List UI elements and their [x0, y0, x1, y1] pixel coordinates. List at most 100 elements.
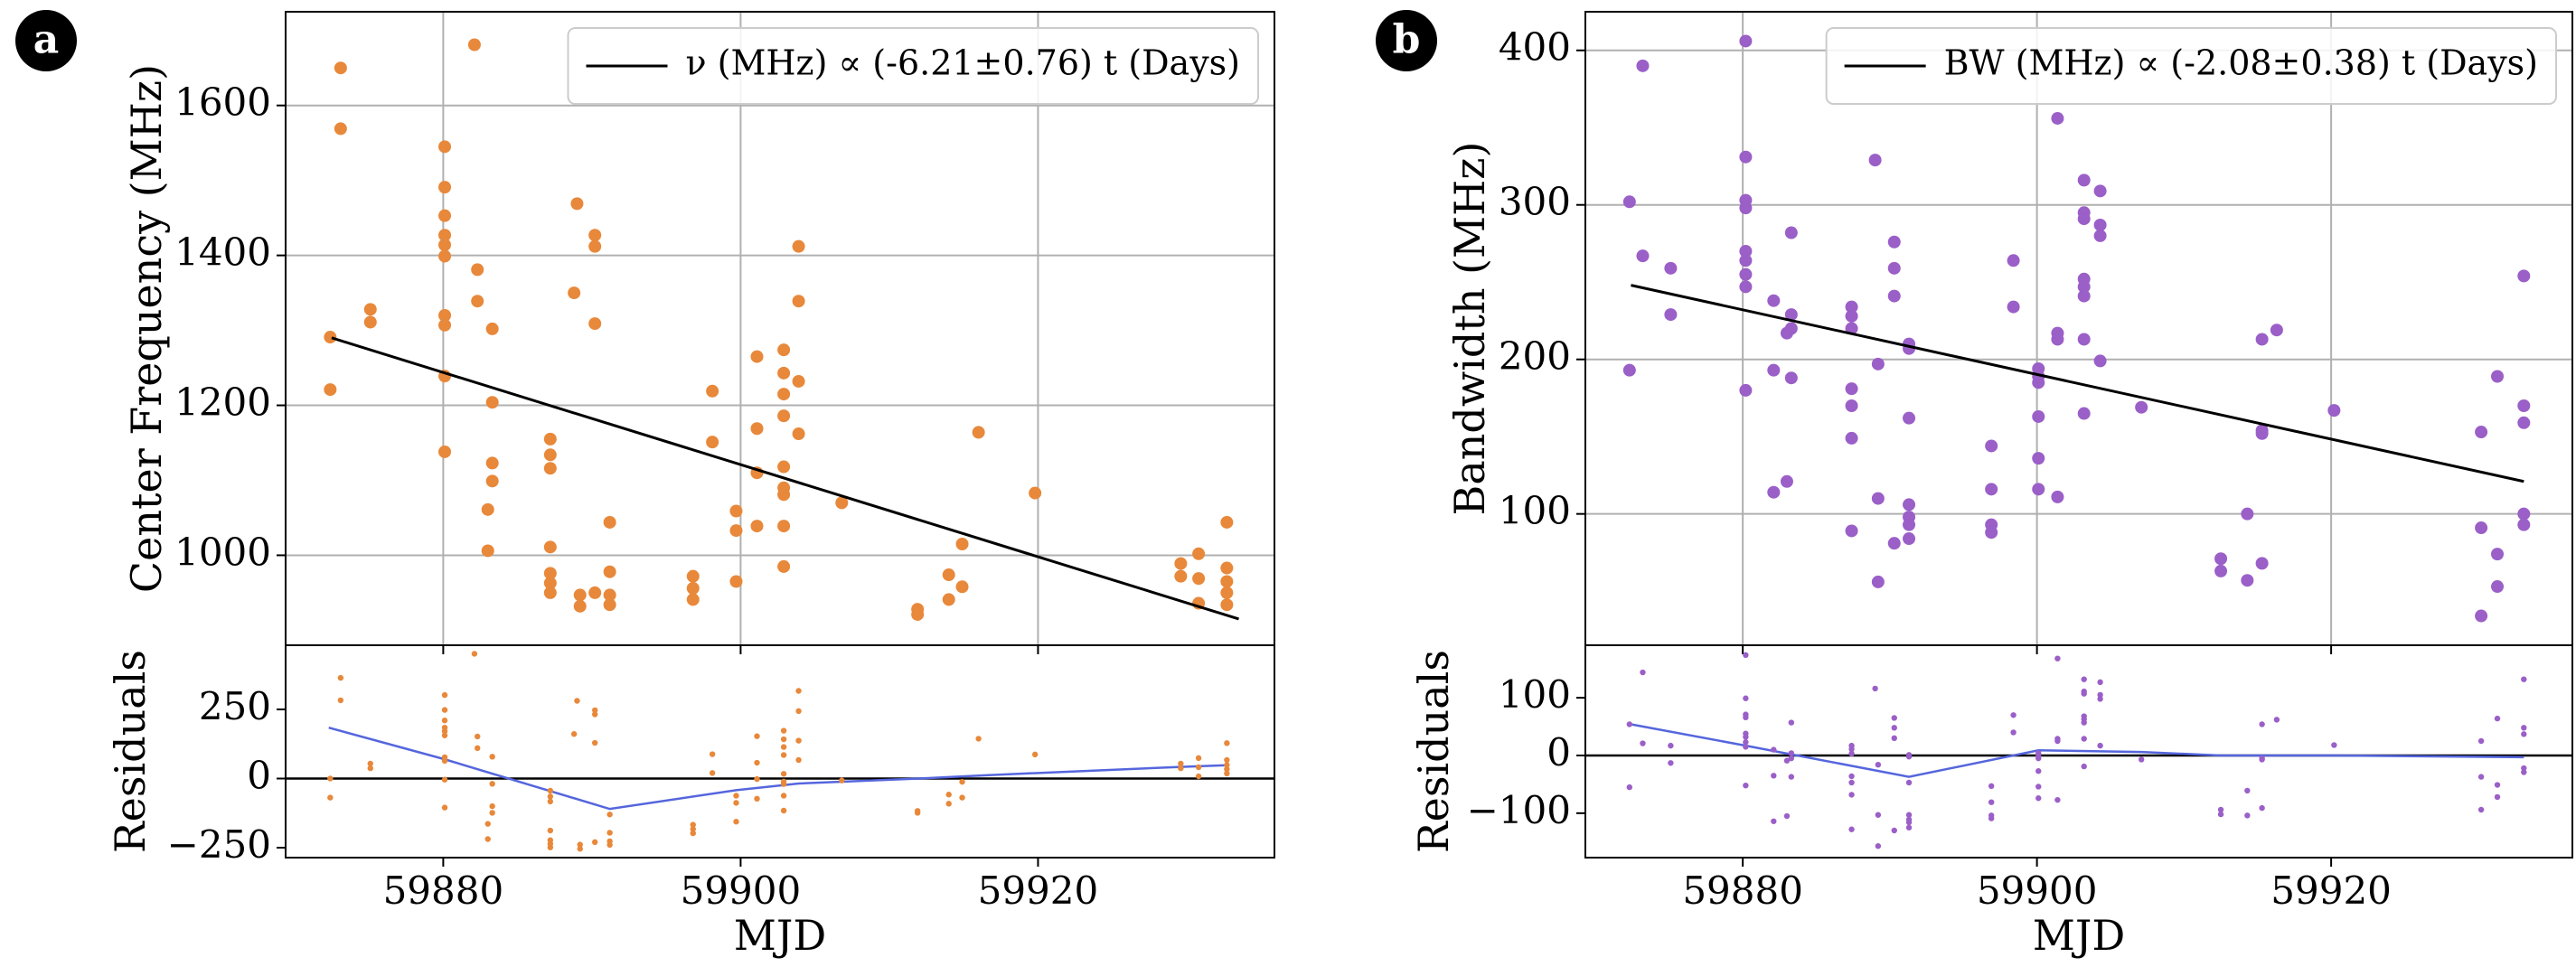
data-point — [1636, 59, 1650, 72]
data-point — [2214, 564, 2228, 577]
data-point — [2521, 769, 2527, 775]
data-point — [2259, 804, 2265, 812]
data-point — [2241, 507, 2254, 521]
data-point — [441, 776, 448, 783]
data-point — [690, 821, 696, 828]
y-tick-label: 1600 — [174, 80, 271, 125]
data-point — [1985, 483, 1998, 496]
data-point — [706, 436, 719, 449]
data-point — [2093, 354, 2107, 368]
data-point — [1220, 515, 1234, 529]
data-point — [729, 504, 743, 518]
data-point — [570, 731, 578, 737]
data-point — [1220, 575, 1234, 588]
data-point — [2093, 229, 2107, 242]
data-point — [2255, 427, 2269, 440]
data-point — [1784, 308, 1798, 322]
data-point — [2032, 409, 2045, 423]
data-point — [1845, 431, 1858, 445]
x-tick-label: 59900 — [1977, 868, 2098, 913]
data-point — [1784, 371, 1798, 385]
y-tick-label: 100 — [1499, 489, 1571, 533]
data-point — [777, 559, 791, 573]
data-point — [780, 793, 787, 799]
data-point — [795, 688, 802, 694]
data-point — [475, 745, 481, 752]
data-point — [1887, 537, 1901, 550]
data-point — [577, 841, 583, 848]
data-point — [543, 567, 557, 580]
data-point — [2081, 736, 2087, 742]
data-point — [1220, 586, 1234, 599]
data-point — [543, 586, 557, 599]
data-point — [1903, 532, 1916, 546]
data-point — [543, 540, 557, 554]
data-point — [1891, 725, 1897, 731]
data-point — [588, 239, 602, 253]
data-point — [570, 197, 584, 211]
data-point — [2054, 655, 2061, 662]
data-point — [1872, 685, 1878, 692]
data-point — [2494, 793, 2501, 801]
data-point — [780, 744, 787, 750]
data-point — [2270, 324, 2283, 337]
data-point — [754, 795, 760, 802]
data-point — [2244, 787, 2251, 794]
data-point — [2521, 765, 2527, 772]
data-point — [686, 581, 700, 595]
data-point — [1788, 755, 1795, 762]
data-point — [1636, 249, 1650, 263]
data-point — [2077, 174, 2091, 187]
y-tick-label: 0 — [247, 753, 271, 797]
data-point — [588, 586, 602, 599]
data-point — [591, 711, 598, 718]
data-point — [2093, 218, 2107, 231]
data-point — [777, 460, 791, 474]
data-point — [2217, 806, 2224, 813]
data-point — [1788, 719, 1795, 726]
data-point — [1767, 363, 1781, 377]
data-point — [1905, 754, 1913, 760]
data-point — [1784, 226, 1798, 239]
data-point — [1743, 652, 1749, 659]
data-point — [2217, 811, 2224, 818]
data-point — [945, 801, 952, 807]
data-point — [591, 839, 598, 846]
data-point — [1664, 308, 1678, 322]
data-point — [2331, 742, 2337, 748]
data-point — [475, 733, 481, 740]
data-point — [591, 707, 598, 714]
data-point — [1848, 746, 1855, 753]
data-point — [438, 239, 452, 252]
data-point — [1780, 326, 1793, 340]
data-point — [1905, 819, 1913, 826]
data-point — [911, 607, 925, 621]
data-point — [750, 520, 764, 533]
data-point — [438, 140, 452, 154]
data-point — [1743, 714, 1749, 721]
data-point — [2077, 280, 2091, 294]
data-point — [2517, 518, 2531, 531]
data-point — [2035, 755, 2042, 762]
data-point — [1224, 765, 1230, 773]
data-point — [547, 827, 554, 834]
data-point — [2494, 715, 2501, 722]
data-point — [606, 830, 613, 836]
data-point — [543, 448, 557, 462]
data-point — [603, 565, 616, 578]
data-point — [2475, 521, 2488, 535]
data-point — [568, 286, 581, 300]
data-point — [543, 462, 557, 475]
data-point — [489, 754, 495, 760]
data-point — [2491, 548, 2505, 561]
data-point — [750, 350, 764, 363]
data-point — [2477, 806, 2485, 813]
data-point — [1845, 399, 1858, 412]
data-point — [2517, 399, 2531, 412]
data-point — [1903, 498, 1916, 511]
data-point — [2494, 782, 2501, 788]
data-point — [367, 760, 373, 767]
data-point — [489, 810, 495, 816]
data-point — [1739, 245, 1753, 258]
data-point — [481, 544, 494, 558]
